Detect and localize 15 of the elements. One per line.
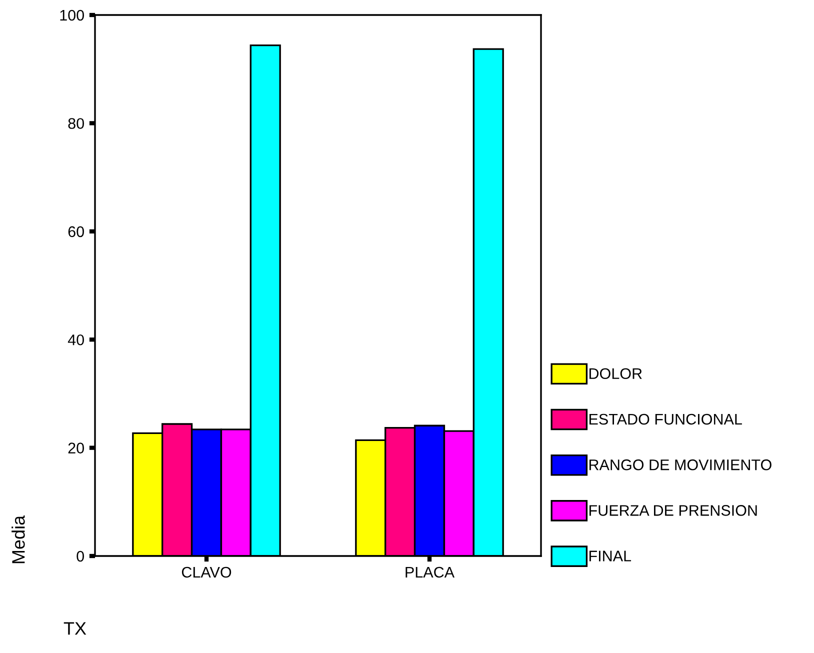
legend-label: FINAL [589, 550, 632, 562]
y-axis-title: Media [12, 515, 25, 564]
legend-label: RANGO DE MOVIMIENTO [589, 459, 772, 470]
y-tick-label: 80 [68, 118, 84, 129]
legend-label: ESTADO FUNCIONAL [589, 414, 742, 425]
legend-label: DOLOR [589, 368, 642, 380]
x-axis-title: TX [64, 622, 86, 635]
y-tick-label: 100 [60, 10, 84, 21]
y-tick-label: 20 [68, 442, 84, 454]
y-tick-label: 60 [68, 226, 84, 238]
y-tick-label: 40 [68, 334, 84, 346]
legend-label: FUERZA DE PRENSION [589, 505, 757, 516]
x-tick-label: CLAVO [182, 566, 232, 578]
x-tick-label: PLACA [406, 566, 455, 578]
y-tick-label: 0 [76, 550, 84, 562]
